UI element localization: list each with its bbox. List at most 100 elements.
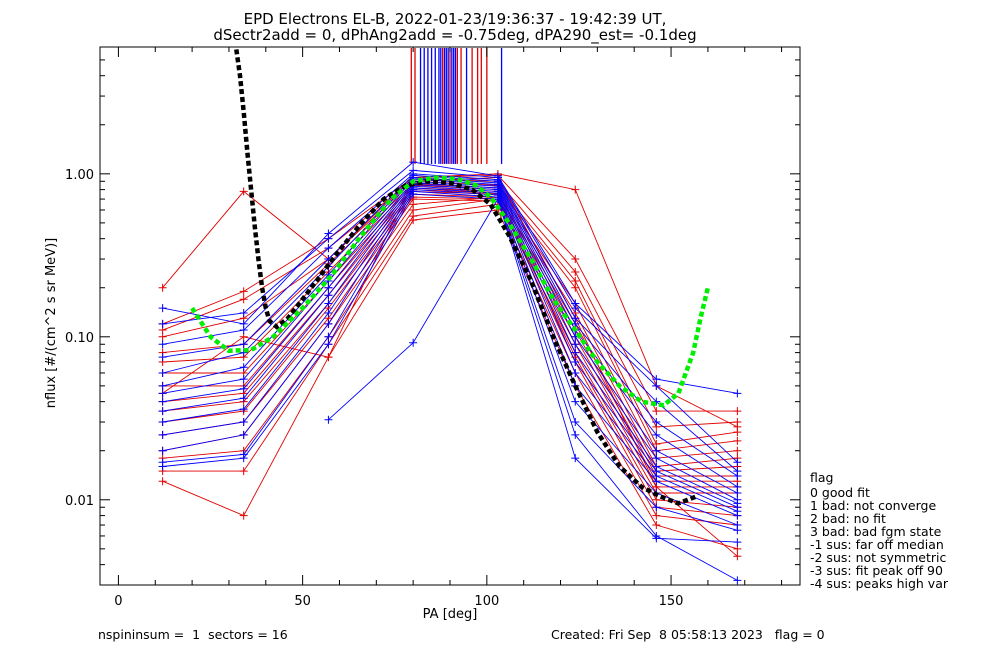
- series-23-point-5: [571, 340, 580, 349]
- series-0-point-1: [239, 187, 248, 196]
- series-11-line: [162, 198, 738, 494]
- series-2-point-1: [239, 295, 248, 304]
- series-18-point-1: [239, 308, 248, 317]
- series-5-point-7: [733, 446, 742, 455]
- series-23-point-0: [158, 389, 167, 398]
- series-31-point-0: [324, 415, 333, 424]
- series-21-point-0: [158, 368, 167, 377]
- chart-title-line-1: EPD Electrons EL-B, 2022-01-23/19:36:37 …: [244, 10, 667, 28]
- series-17-point-0: [158, 304, 167, 313]
- series-4-point-7: [733, 436, 742, 445]
- series-30-point-5: [571, 454, 580, 463]
- series-19-line: [162, 173, 738, 472]
- series-17-point-7: [733, 389, 742, 398]
- series-0-point-0: [158, 283, 167, 292]
- y-tick-label-0: 0.01: [65, 494, 94, 509]
- axis-layer: 0 50 100 150 0.01 0.10 1.00: [65, 46, 801, 609]
- series-15-point-6: [652, 521, 661, 530]
- series-16-point-7: [733, 552, 742, 561]
- y-tick-label-2: 1.00: [65, 168, 94, 183]
- flag-legend-item-3: 3 bad: bad fgm state: [810, 524, 942, 539]
- series-15-point-3: [409, 216, 418, 225]
- series-18-point-6: [652, 381, 661, 390]
- series-19-point-2: [324, 244, 333, 253]
- series-15-line: [162, 209, 738, 550]
- series-27-point-2: [324, 308, 333, 317]
- flag-legend-item-7: -4 sus: peaks high var: [810, 576, 949, 591]
- y-tick-label-1: 0.10: [65, 331, 94, 346]
- series-18-line: [162, 169, 738, 463]
- series-28-point-2: [324, 319, 333, 328]
- series-18-point-2: [324, 234, 333, 243]
- series-18-point-0: [158, 319, 167, 328]
- series-21-point-6: [652, 430, 661, 439]
- series-14-line: [162, 203, 738, 526]
- series-15-point-1: [239, 511, 248, 520]
- flag-legend-item-6: -3 sus: fit peak off 90: [810, 563, 943, 578]
- flag-legend-item-0: 0 good fit: [810, 485, 870, 500]
- series-22-line: [162, 178, 738, 494]
- series-10-line: [162, 196, 738, 488]
- series-23-point-1: [239, 375, 248, 384]
- series-27-point-6: [652, 477, 661, 486]
- series-7-line: [162, 189, 738, 472]
- series-14-point-1: [239, 467, 248, 476]
- series-31-point-4: [652, 531, 661, 540]
- series-4-line: [162, 183, 738, 452]
- series-4-point-5: [571, 283, 580, 292]
- footer-left: nspininsum = 1 sectors = 16: [98, 627, 288, 642]
- series-30-point-2: [324, 340, 333, 349]
- series-29-point-6: [652, 503, 661, 512]
- series-20-point-7: [733, 471, 742, 480]
- series-21-line: [162, 177, 738, 488]
- series-26-point-2: [324, 299, 333, 308]
- series-30-point-3: [409, 190, 418, 199]
- series-27-point-0: [158, 430, 167, 439]
- series-30-point-1: [239, 454, 248, 463]
- x-tick-label-1: 50: [294, 594, 311, 609]
- series-13-line: [162, 198, 738, 517]
- series-3-point-0: [158, 332, 167, 341]
- series-20-point-1: [239, 340, 248, 349]
- series-26-point-0: [158, 418, 167, 427]
- series-29-point-5: [571, 418, 580, 427]
- series-24-point-0: [158, 397, 167, 406]
- series-17-point-6: [652, 375, 661, 384]
- plot-area: [158, 48, 742, 585]
- series-24-point-2: [324, 283, 333, 292]
- series-15-point-0: [158, 477, 167, 486]
- series-27-point-7: [733, 511, 742, 520]
- flag-legend: flag 0 good fit 1 bad: not converge 2 ba…: [810, 470, 949, 591]
- x-tick-label-2: 100: [474, 594, 499, 609]
- series-0-point-6: [652, 407, 661, 416]
- series-29-line: [162, 190, 738, 531]
- x-tick-label-3: 150: [659, 594, 684, 609]
- series-2-point-5: [571, 267, 580, 276]
- series-1-line: [162, 173, 738, 428]
- series-27-line: [162, 187, 738, 517]
- series-18-point-5: [571, 304, 580, 313]
- series-23-line: [162, 180, 738, 501]
- flag-legend-title: flag: [810, 470, 833, 485]
- series-17-line: [162, 161, 738, 394]
- series-2-point-7: [733, 418, 742, 427]
- flag-legend-item-1: 1 bad: not converge: [810, 498, 936, 513]
- x-axis-label: PA [deg]: [423, 607, 478, 622]
- series-24-point-1: [239, 384, 248, 393]
- series-22-point-6: [652, 446, 661, 455]
- series-25-line: [162, 184, 738, 508]
- series-28-point-5: [571, 397, 580, 406]
- series-23-point-6: [652, 454, 661, 463]
- series-14-point-6: [652, 511, 661, 520]
- x-tick-label-0: 0: [114, 594, 122, 609]
- series-25-point-2: [324, 291, 333, 300]
- fit-curve-black: [234, 49, 698, 506]
- series-3-point-7: [733, 428, 742, 437]
- series-16-point-1: [239, 332, 248, 341]
- series-1-point-5: [571, 185, 580, 194]
- series-30-point-0: [158, 462, 167, 471]
- series-15-point-7: [733, 544, 742, 553]
- series-28-point-1: [239, 430, 248, 439]
- series-25-point-1: [239, 394, 248, 403]
- series-22-point-1: [239, 363, 248, 372]
